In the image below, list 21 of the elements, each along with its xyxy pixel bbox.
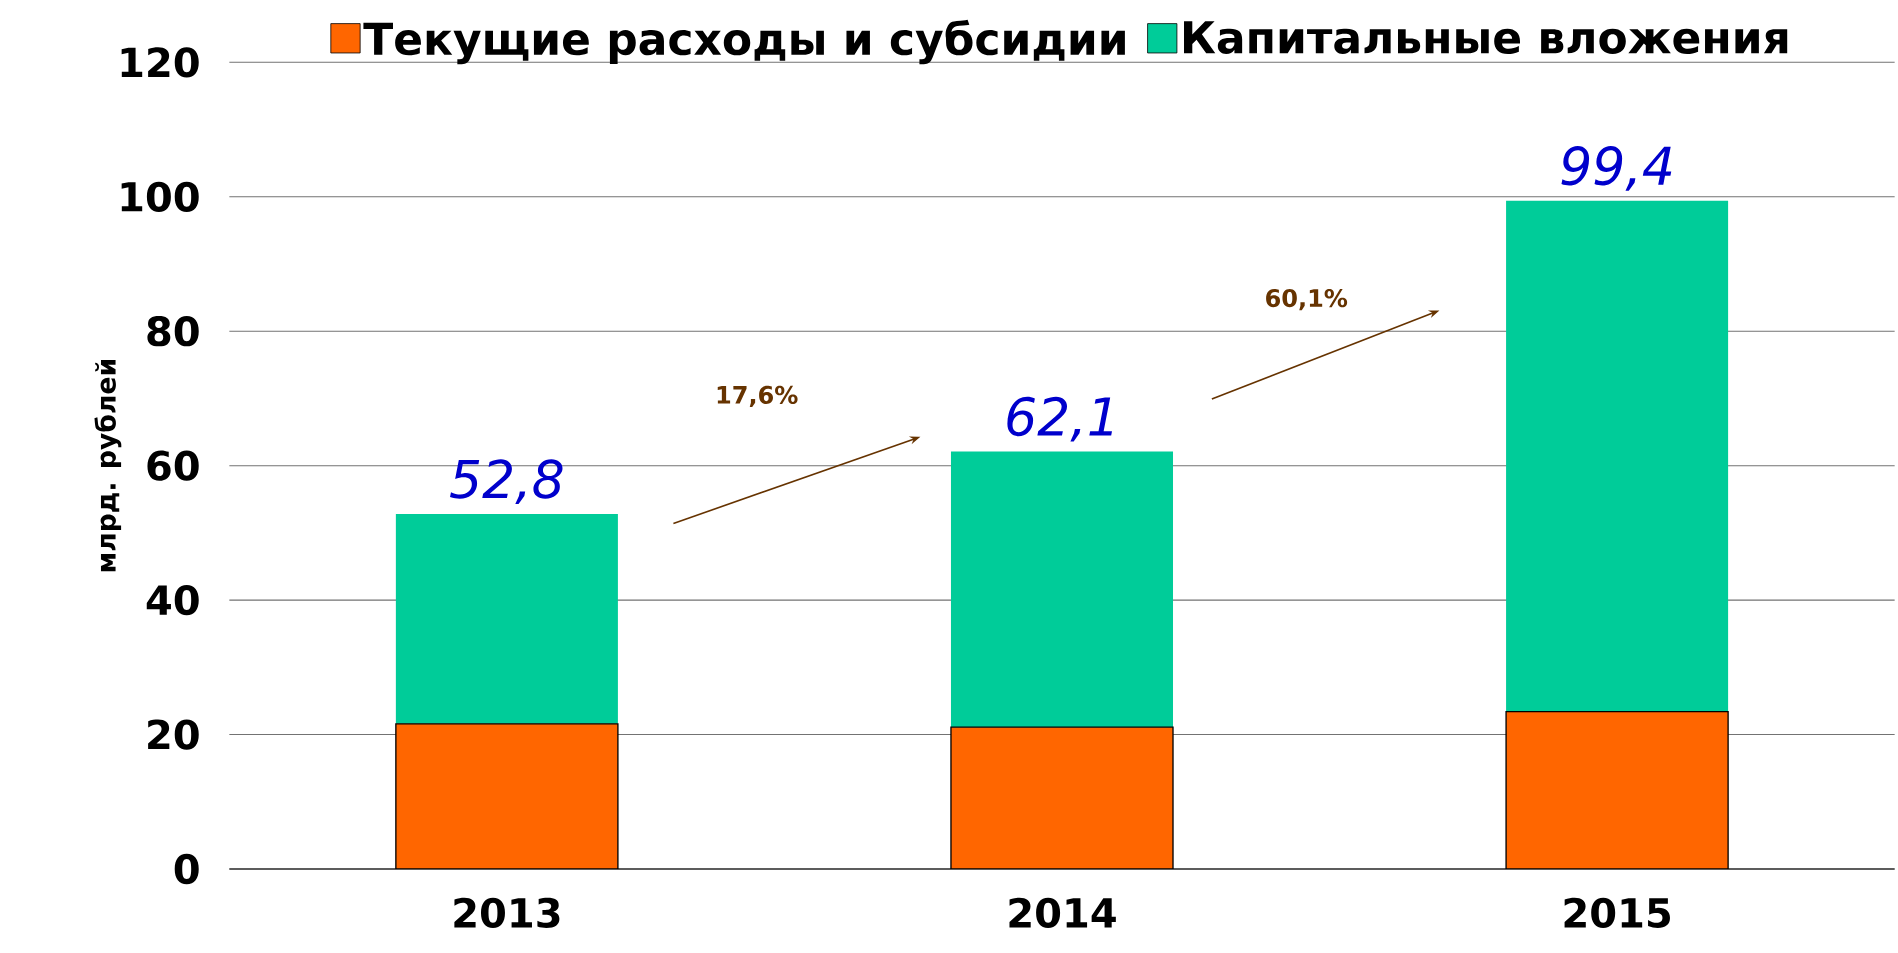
annotation: 17,6%	[717, 385, 798, 408]
bar	[1506, 200, 1729, 712]
x-tick-label: 2013	[454, 897, 560, 928]
annotation: 60,1%	[1266, 289, 1348, 311]
x-tick-label: 2014	[1009, 897, 1116, 928]
y-tick-label: 60	[147, 450, 199, 481]
total-label: 52,8	[450, 459, 563, 505]
y-tick-label: 20	[148, 719, 199, 750]
total-label: 62,1	[1007, 396, 1112, 442]
legend-label: Текущие расходы и субсидии	[363, 19, 1125, 65]
bar	[395, 514, 618, 724]
total-label: 99,4	[1561, 146, 1672, 191]
y-tick-label: 120	[121, 47, 199, 78]
x-tick-label: 2015	[1564, 897, 1670, 928]
y-axis-title: млрд. рублей	[94, 360, 122, 572]
y-tick-label: 40	[146, 584, 199, 616]
bar	[950, 451, 1174, 728]
y-tick-label: 100	[121, 181, 199, 212]
y-tick-label: 0	[174, 853, 199, 885]
legend-label: Капитальные вложения	[1184, 21, 1788, 54]
y-tick-label: 80	[147, 316, 199, 347]
